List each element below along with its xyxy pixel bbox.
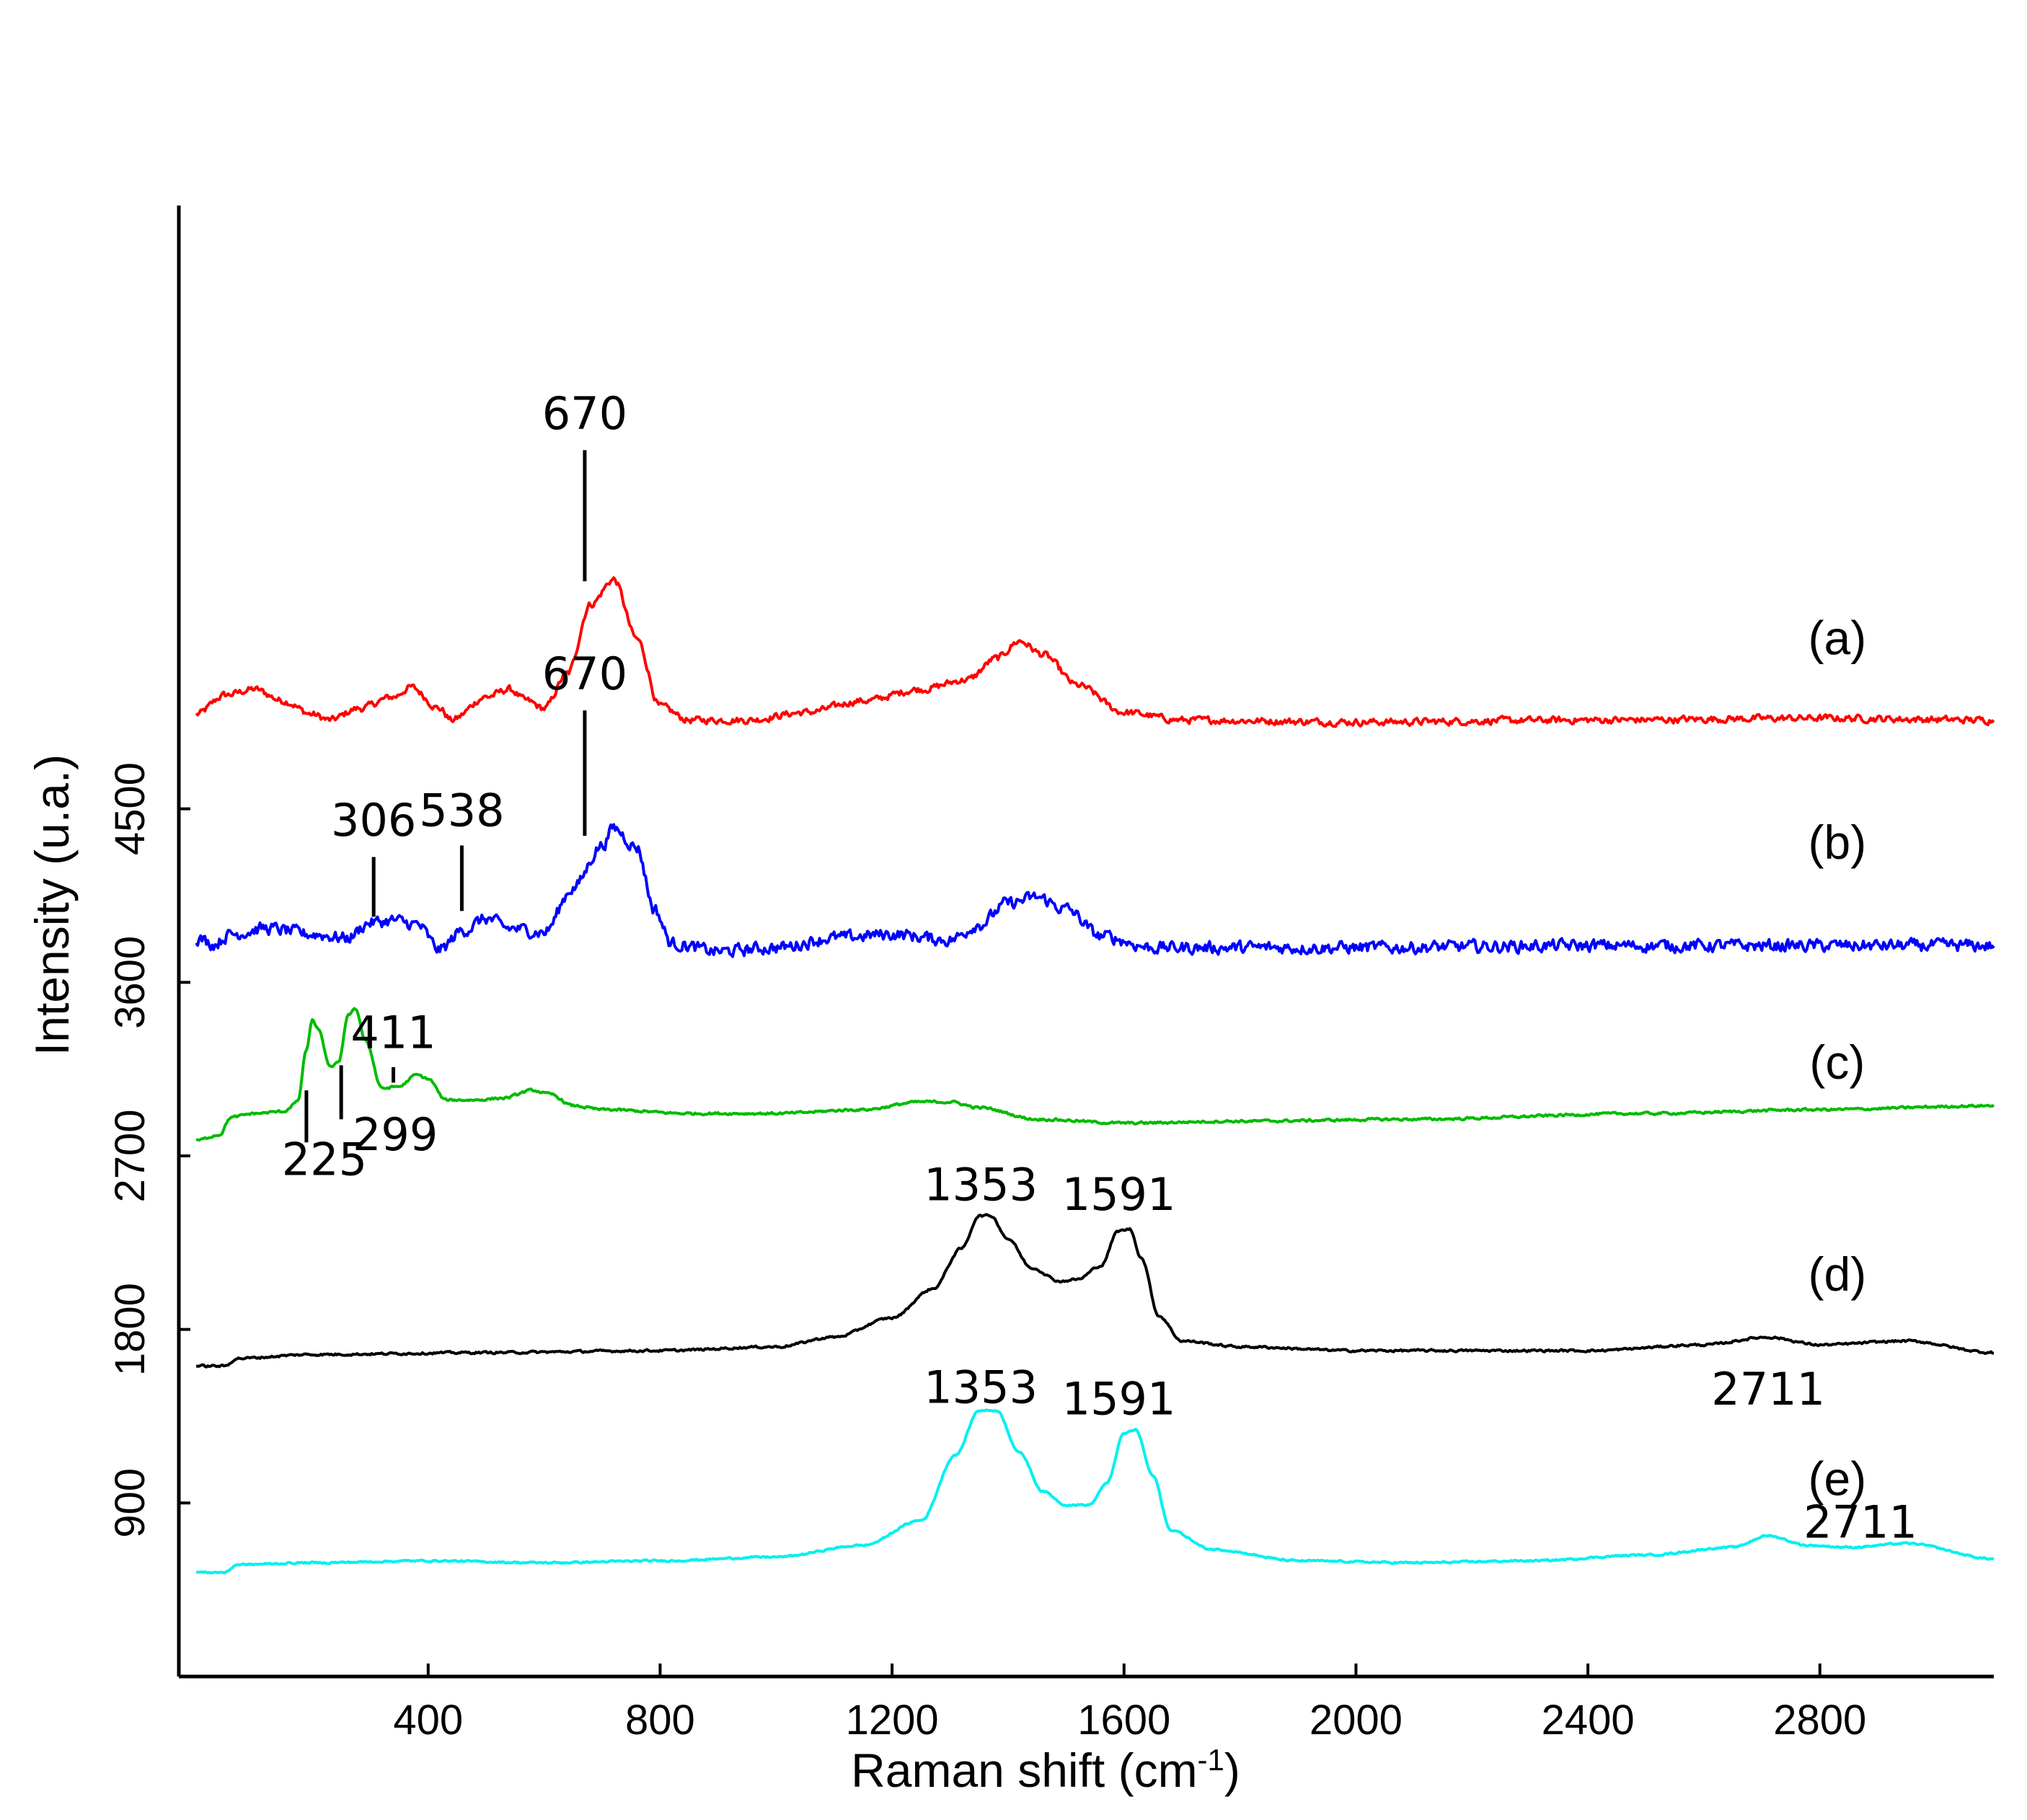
spectrum-trace-b (195, 823, 1995, 958)
peak-label-1591: 1591 (1062, 1372, 1176, 1425)
peak-label-411: 411 (350, 1006, 436, 1059)
y-tick-label-2700: 2700 (107, 1109, 154, 1202)
y-tick-label-4500: 4500 (107, 762, 154, 855)
x-axis-title-superscript: -1 (1198, 1743, 1224, 1777)
y-tick-label-1800: 1800 (107, 1283, 154, 1376)
x-tick-label-800: 800 (625, 1697, 695, 1744)
x-tick-label-1200: 1200 (846, 1697, 939, 1744)
trace-label-b: (b) (1809, 816, 1867, 869)
peak-label-2711: 2711 (1803, 1496, 1917, 1548)
x-tick-label-1600: 1600 (1077, 1697, 1170, 1744)
axes (177, 206, 1994, 1679)
x-axis-title-main: Raman shift (cm (851, 1744, 1197, 1797)
peak-label-670: 670 (542, 387, 627, 440)
y-axis-title: Intensity (u.a.) (25, 754, 79, 1056)
spectrum-trace-e (196, 1408, 1995, 1575)
spectrum-trace-a (195, 576, 1995, 728)
peak-label-1353: 1353 (924, 1361, 1038, 1413)
peak-label-538: 538 (419, 785, 504, 837)
spectrum-trace-c (195, 1007, 1995, 1142)
x-tick-label-400: 400 (393, 1697, 463, 1744)
x-tick-label-2000: 2000 (1310, 1697, 1403, 1744)
spectra-traces (195, 576, 1995, 1575)
peak-label-2711: 2711 (1711, 1363, 1825, 1415)
peak-label-306: 306 (331, 794, 416, 847)
tick-group: 400 800 1200 1600 2000 2400 2800 900 1800 2700 360… (107, 762, 1866, 1744)
trace-label-d: (d) (1809, 1247, 1867, 1301)
x-tick-label-2800: 2800 (1773, 1697, 1866, 1744)
x-axis-title: Raman shift (cm-1) (851, 1743, 1240, 1798)
trace-label-e: (e) (1809, 1452, 1867, 1506)
peak-label-1591: 1591 (1062, 1168, 1176, 1221)
trace-labels: (a) (b) (c) (d) (e) (1809, 611, 1867, 1506)
y-tick-label-900: 900 (107, 1468, 154, 1538)
peak-label-1353: 1353 (924, 1159, 1038, 1211)
peak-label-299: 299 (353, 1108, 438, 1161)
peak-label-225: 225 (282, 1134, 367, 1186)
y-tick-label-3600: 3600 (107, 936, 154, 1029)
peak-label-670: 670 (542, 648, 627, 700)
trace-label-a: (a) (1809, 611, 1867, 665)
trace-label-c: (c) (1809, 1035, 1865, 1089)
x-tick-label-2400: 2400 (1542, 1697, 1635, 1744)
spectrum-trace-d (196, 1213, 1995, 1369)
x-axis-title-end: ) (1224, 1744, 1240, 1797)
